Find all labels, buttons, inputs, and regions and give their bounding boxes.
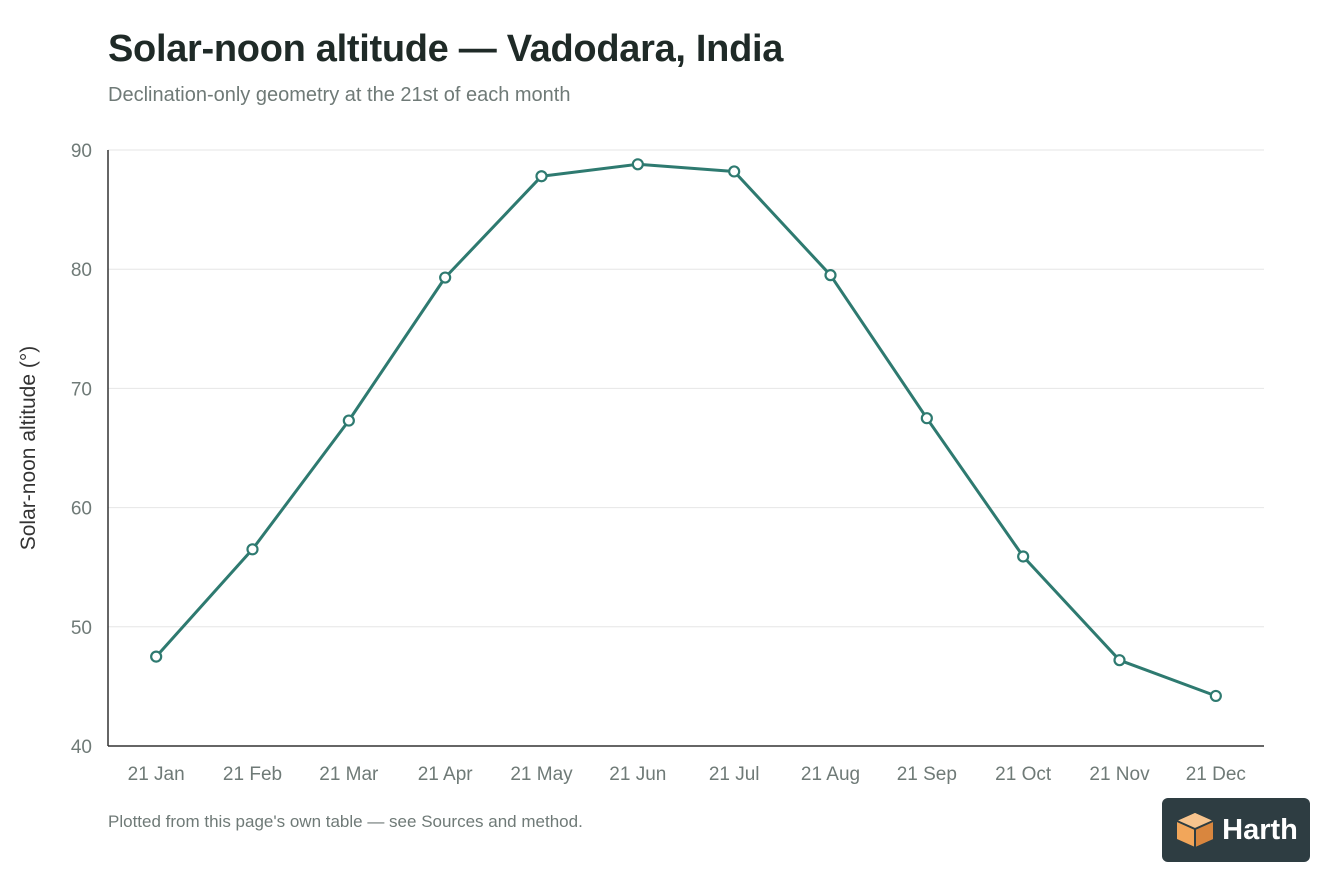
x-tick-label: 21 Apr — [418, 764, 474, 785]
data-point — [631, 158, 644, 171]
series — [150, 158, 1222, 703]
y-tick-label: 70 — [71, 379, 92, 400]
x-tick-label: 21 Jan — [128, 764, 185, 785]
series-line — [155, 162, 1217, 698]
x-tick-labels: 21 Jan 21 Feb 21 Mar 21 Apr 21 May 21 Jun 21 J… — [128, 764, 1246, 785]
x-tick-label: 21 Jul — [709, 764, 760, 785]
data-point — [1017, 550, 1030, 563]
x-tick-label: 21 May — [510, 764, 573, 785]
brand-name: Harth — [1222, 813, 1298, 846]
x-tick-label: 21 Jun — [609, 764, 666, 785]
footnote: Plotted from this page's own table — see… — [108, 812, 583, 831]
brand-badge[interactable]: Harth — [1162, 798, 1310, 862]
x-tick-label: 21 Dec — [1186, 764, 1246, 785]
axes — [107, 150, 1264, 747]
data-point — [1209, 689, 1222, 703]
y-tick-label: 80 — [71, 260, 92, 281]
y-axis-label: Solar-noon altitude (°) — [17, 346, 40, 551]
data-point — [342, 414, 355, 427]
data-point — [1113, 654, 1126, 667]
y-tick-label: 40 — [71, 737, 92, 758]
x-tick-label: 21 Nov — [1089, 764, 1150, 785]
data-point — [824, 269, 837, 282]
data-point — [728, 165, 741, 178]
x-tick-label: 21 Oct — [995, 764, 1052, 785]
data-point — [920, 412, 933, 425]
x-tick-label: 21 Aug — [801, 764, 860, 785]
y-tick-labels: 40 50 60 70 80 90 — [71, 141, 92, 758]
x-tick-label: 21 Feb — [223, 764, 282, 785]
chart-title: Solar-noon altitude — Vadodara, India — [108, 28, 784, 70]
data-point — [246, 543, 259, 556]
y-tick-label: 50 — [71, 618, 92, 639]
cube-icon — [1176, 813, 1214, 847]
grid-lines — [108, 149, 1264, 628]
y-tick-label: 60 — [71, 499, 92, 520]
y-tick-label: 90 — [71, 141, 92, 162]
x-tick-label: 21 Mar — [319, 764, 379, 785]
data-point — [535, 170, 548, 183]
data-point — [439, 271, 452, 284]
x-tick-label: 21 Sep — [897, 764, 957, 785]
data-point — [150, 650, 163, 663]
chart-subtitle: Declination-only geometry at the 21st of… — [108, 84, 571, 106]
